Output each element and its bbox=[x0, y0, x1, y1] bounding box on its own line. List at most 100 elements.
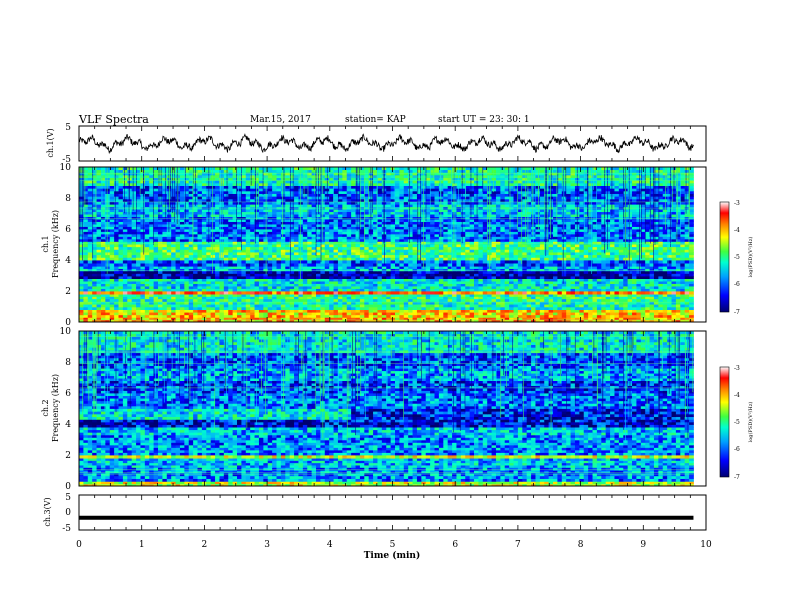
spectrogram-cell bbox=[381, 296, 387, 300]
spectrogram-cell bbox=[570, 254, 576, 258]
spectrogram-cell bbox=[513, 273, 519, 277]
spectrogram-cell bbox=[570, 246, 576, 250]
spectrogram-cell bbox=[83, 249, 89, 253]
spectrogram-cell bbox=[127, 276, 133, 279]
spectrogram-cell bbox=[460, 291, 466, 295]
spectrogram-cell bbox=[557, 273, 563, 277]
spectrogram-cell bbox=[263, 312, 269, 316]
spectrogram-cell bbox=[263, 236, 269, 240]
spectrogram-cell bbox=[618, 278, 624, 282]
spectrogram-cell bbox=[144, 244, 150, 248]
spectrogram-cell bbox=[662, 273, 668, 277]
spectrogram-cell bbox=[605, 286, 611, 289]
spectrogram-cell bbox=[254, 263, 260, 267]
spectrogram-cell bbox=[636, 296, 642, 300]
spectrogram-cell bbox=[105, 312, 111, 316]
spectrogram-cell bbox=[645, 296, 650, 300]
spectrogram-cell bbox=[596, 263, 602, 267]
spectrogram-cell bbox=[355, 312, 361, 316]
spectrogram-cell bbox=[280, 296, 286, 300]
spectrogram-cell bbox=[386, 249, 392, 253]
spectrogram-cell bbox=[662, 252, 668, 256]
spectrogram-cell bbox=[373, 233, 378, 237]
spectrogram-cell bbox=[579, 231, 585, 235]
spectrogram-cell bbox=[689, 301, 694, 305]
spectrogram-cell bbox=[557, 317, 563, 321]
spectrogram-cell bbox=[324, 241, 330, 245]
spectrogram-cell bbox=[100, 309, 106, 313]
spectrogram-cell bbox=[539, 236, 545, 240]
spectrogram-cell bbox=[495, 270, 501, 274]
spectrogram-cell bbox=[223, 288, 229, 292]
spectrogram-cell bbox=[561, 306, 567, 310]
spectrogram-cell bbox=[324, 244, 330, 248]
spectrogram-cell bbox=[267, 286, 273, 289]
spectrogram-cell bbox=[399, 268, 405, 272]
spectrogram-cell bbox=[289, 296, 295, 300]
spectrogram-cell bbox=[377, 319, 383, 323]
spectrogram-cell bbox=[430, 319, 435, 323]
spectrogram-cell bbox=[535, 266, 541, 269]
spectrogram-cell bbox=[605, 319, 611, 323]
spectrogram-cell bbox=[96, 309, 102, 313]
spectrogram-cell bbox=[653, 286, 659, 289]
spectrogram-cell bbox=[592, 294, 598, 297]
spectrogram-cell bbox=[601, 301, 607, 305]
spectrogram-cell bbox=[386, 317, 392, 321]
spectrogram-cell bbox=[171, 241, 176, 245]
spectrogram-cell bbox=[469, 319, 475, 323]
spectrogram-cell bbox=[351, 268, 356, 272]
spectrogram-cell bbox=[267, 246, 273, 250]
spectrogram-cell bbox=[618, 254, 624, 258]
spectrogram-cell bbox=[566, 257, 571, 261]
spectrogram-cell bbox=[509, 233, 514, 237]
spectrogram-cell bbox=[509, 268, 514, 272]
spectrogram-cell bbox=[359, 281, 365, 284]
spectrogram-cell bbox=[100, 319, 106, 323]
spectrogram-cell bbox=[438, 306, 444, 310]
spectrogram-cell bbox=[610, 291, 615, 295]
spectrogram-cell bbox=[632, 252, 637, 256]
spectrogram-cell bbox=[548, 286, 554, 289]
spectrogram-cell bbox=[504, 278, 510, 282]
spectrogram-cell bbox=[294, 288, 299, 292]
spectrogram-cell bbox=[447, 268, 453, 272]
spectrogram-cell bbox=[201, 241, 207, 245]
spectrogram-cell bbox=[509, 319, 514, 323]
spectrogram-cell bbox=[627, 268, 633, 272]
spectrogram-cell bbox=[346, 260, 352, 264]
spectrogram-cell bbox=[491, 298, 497, 302]
spectrogram-cell bbox=[504, 263, 510, 267]
spectrogram-cell bbox=[561, 241, 567, 245]
spectrogram-cell bbox=[636, 276, 642, 279]
spectrogram-cell bbox=[649, 298, 655, 302]
spectrogram-cell bbox=[206, 268, 212, 272]
spectrogram-cell bbox=[618, 288, 624, 292]
spectrogram-cell bbox=[79, 241, 84, 245]
spectrogram-cell bbox=[460, 244, 466, 248]
spectrogram-cell bbox=[109, 257, 115, 261]
spectrogram-cell bbox=[570, 298, 576, 302]
spectrogram-cell bbox=[544, 314, 550, 318]
spectrogram-cell bbox=[83, 286, 89, 289]
spectrogram-cell bbox=[131, 270, 137, 274]
spectrogram-cell bbox=[223, 306, 229, 310]
spectrogram-cell bbox=[460, 233, 466, 237]
spectrogram-cell bbox=[179, 241, 185, 245]
spectrogram-cell bbox=[482, 266, 488, 269]
spectrogram-cell bbox=[491, 257, 497, 261]
spectrogram-cell bbox=[649, 246, 655, 250]
spectrogram-cell bbox=[452, 306, 457, 310]
spectrogram-cell bbox=[522, 306, 528, 310]
spectrogram-cell bbox=[333, 263, 339, 267]
spectrogram-cell bbox=[544, 309, 550, 313]
spectrogram-cell bbox=[263, 286, 269, 289]
spectrogram-cell bbox=[601, 298, 607, 302]
spectrogram-cell bbox=[215, 233, 220, 237]
spectrogram-cell bbox=[469, 317, 475, 321]
spectrogram-cell bbox=[337, 281, 343, 284]
spectrogram-cell bbox=[522, 249, 528, 253]
spectrogram-cell bbox=[175, 260, 181, 264]
spectrogram-cell bbox=[346, 241, 352, 245]
spectrogram-cell bbox=[333, 304, 339, 308]
